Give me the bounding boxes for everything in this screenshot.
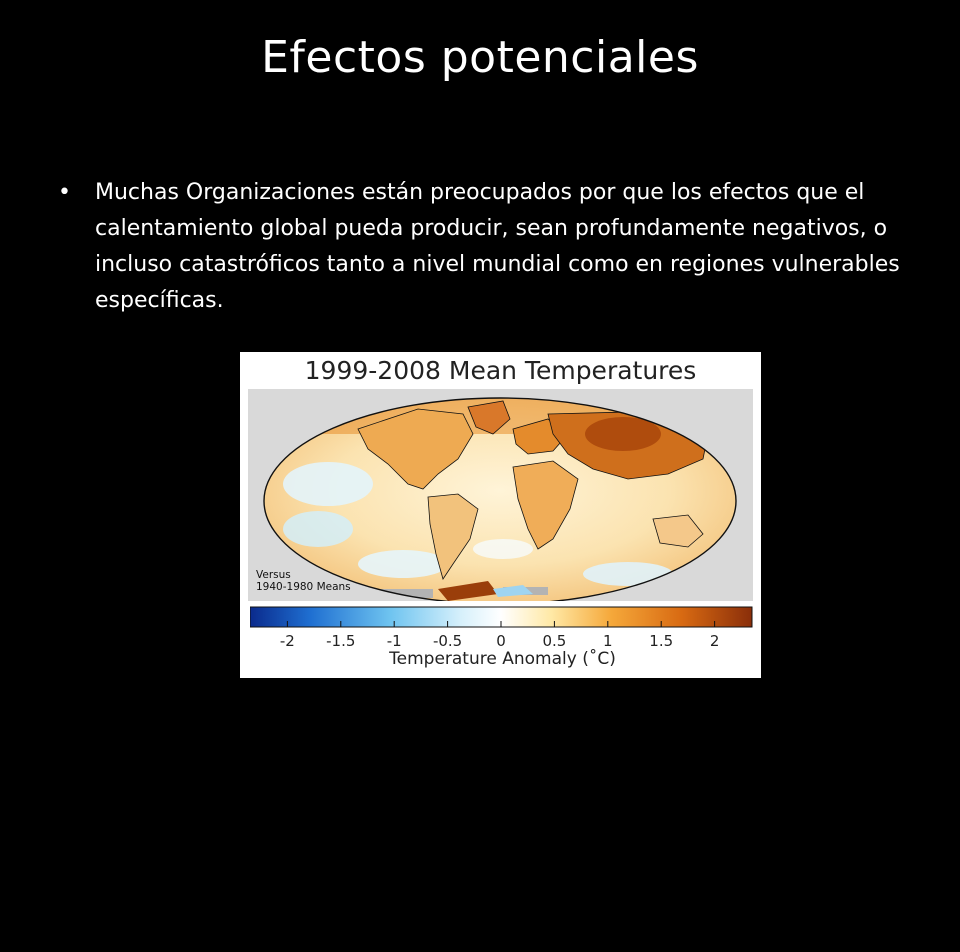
colorbar-tick-label: 1.5 bbox=[649, 632, 674, 650]
baseline-note-line2: 1940-1980 Means bbox=[256, 581, 351, 593]
cool-anomaly-north-pacific bbox=[283, 462, 373, 506]
colorbar-tickmarks bbox=[286, 621, 716, 627]
cool-anomaly-southern-ocean bbox=[358, 550, 448, 578]
bullet-list: • Muchas Organizaciones están preocupado… bbox=[58, 175, 908, 319]
cool-anomaly-south-atlantic bbox=[473, 539, 533, 559]
colorbar-tick-label: -1.5 bbox=[326, 632, 356, 650]
hot-anomaly-antarctic-peninsula bbox=[438, 581, 498, 601]
figure-title: 1999-2008 Mean Temperatures bbox=[304, 356, 697, 385]
colorbar-svg bbox=[249, 606, 753, 628]
colorbar-tick-label: 2 bbox=[709, 632, 720, 650]
greenland-land bbox=[467, 400, 511, 435]
bullet-icon: • bbox=[58, 180, 71, 205]
australia-land bbox=[652, 514, 704, 548]
slide-title: Efectos potenciales bbox=[261, 32, 699, 83]
bullet-item: • Muchas Organizaciones están preocupado… bbox=[58, 175, 908, 319]
globe-outline bbox=[263, 397, 737, 601]
world-map-svg bbox=[248, 389, 753, 601]
colorbar: -2 -1.5 -1 -0.5 0 0.5 1 1.5 2 Temperature Anomal… bbox=[249, 605, 755, 675]
south-america-land bbox=[427, 493, 479, 580]
cool-anomaly-antarctica bbox=[493, 585, 533, 597]
africa-land bbox=[512, 460, 579, 550]
temperature-anomaly-figure: 1999-2008 Mean Temperatures bbox=[240, 352, 761, 678]
north-america-land bbox=[357, 408, 474, 490]
colorbar-tick-label: 0 bbox=[496, 632, 506, 650]
colorbar-tick-label: -2 bbox=[279, 632, 295, 650]
baseline-note-line1: Versus bbox=[256, 569, 291, 581]
bullet-text: Muchas Organizaciones están preocupados … bbox=[95, 180, 900, 313]
baseline-note: Versus 1940-1980 Means bbox=[256, 569, 351, 593]
no-data-region bbox=[373, 589, 433, 598]
hot-anomaly-siberia bbox=[585, 417, 661, 451]
colorbar-tick-label: 1 bbox=[603, 632, 613, 650]
colorbar-tick-label: -0.5 bbox=[432, 632, 463, 650]
colorbar-tick-label: 0.5 bbox=[542, 632, 567, 650]
colorbar-tick-label: -1 bbox=[386, 632, 402, 650]
cool-anomaly-south-pacific bbox=[283, 511, 353, 547]
world-map bbox=[248, 389, 753, 952]
colorbar-label: Temperature Anomaly (˚C) bbox=[389, 649, 616, 669]
